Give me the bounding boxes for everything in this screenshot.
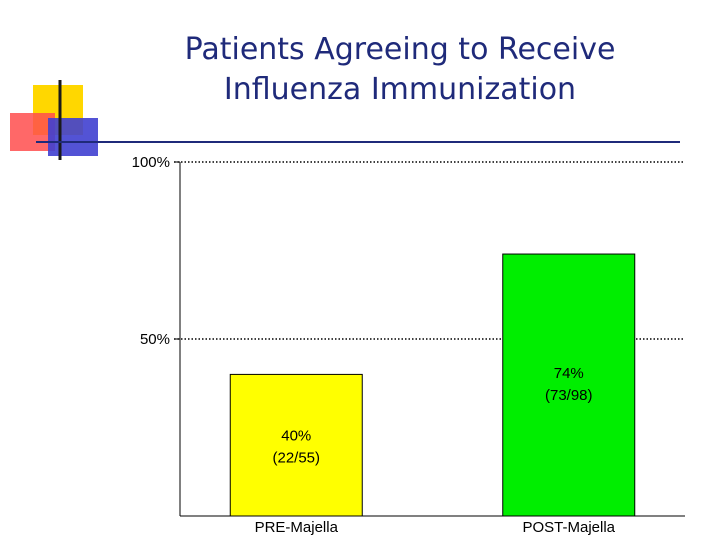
data-label-0-1: (22/55) <box>272 449 320 466</box>
category-label-1: POST-Majella <box>522 519 615 536</box>
ytick-label-1: 100% <box>132 154 170 171</box>
chart-title: Patients Agreeing to Receive Influenza I… <box>150 30 650 110</box>
chart-title-line-2: Influenza Immunization <box>223 72 577 107</box>
chart-title-line-1: Patients Agreeing to Receive <box>184 32 616 67</box>
bar-0 <box>229 373 363 517</box>
data-label-1-0: 74% <box>554 365 584 382</box>
bar-1 <box>502 253 636 517</box>
deco-red-square <box>10 113 55 151</box>
data-label-0-0: 40% <box>281 427 311 444</box>
category-label-0: PRE-Majella <box>255 519 339 536</box>
ytick-label-0: 50% <box>140 331 170 348</box>
decorative-corner-graphic <box>10 80 680 160</box>
data-label-1-1: (73/98) <box>545 387 593 404</box>
deco-blue-square <box>48 118 98 156</box>
